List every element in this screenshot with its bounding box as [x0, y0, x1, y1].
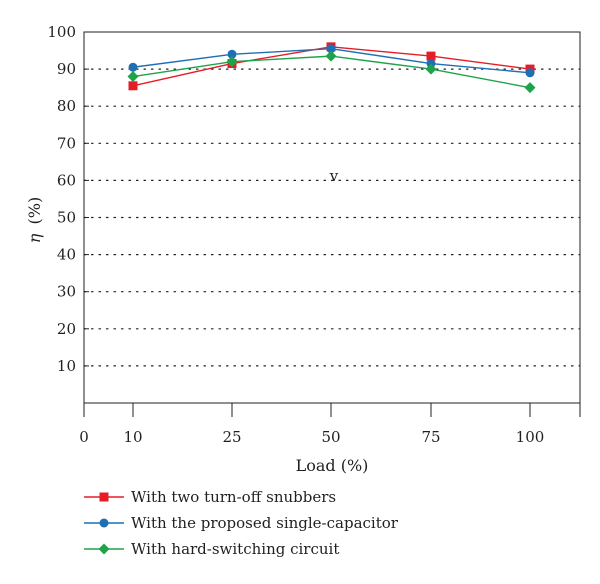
- data-point: [326, 44, 336, 54]
- y-axis-unit: (%): [25, 197, 44, 225]
- data-point: [426, 59, 436, 69]
- y-tick-label: 20: [57, 320, 76, 338]
- y-tick-label: 90: [57, 60, 76, 78]
- legend-item: With the proposed single-capacitor: [84, 514, 399, 532]
- data-point: [227, 49, 237, 59]
- series-2: [128, 44, 535, 78]
- legend-item: With two turn-off snubbers: [84, 488, 336, 506]
- data-point: [525, 68, 535, 78]
- data-point: [127, 71, 139, 83]
- y-tick-label: 40: [57, 246, 76, 264]
- x-tick-label: 25: [222, 428, 241, 446]
- y-axis-label: η (%): [25, 197, 44, 243]
- legend-item: With hard-switching circuit: [84, 540, 339, 558]
- legend: With two turn-off snubbers With the propo…: [84, 488, 399, 558]
- x-tick-label: 75: [421, 428, 440, 446]
- x-tick-label: 50: [321, 428, 340, 446]
- axes: [83, 31, 581, 417]
- data-series: [127, 42, 536, 94]
- y-tick-label: 60: [57, 171, 76, 189]
- y-tick-label: 10: [57, 357, 76, 375]
- x-tick-label: 100: [516, 428, 545, 446]
- legend-marker: [99, 492, 109, 502]
- chart-annotation: v: [329, 167, 339, 185]
- legend-label: With two turn-off snubbers: [131, 488, 336, 506]
- tick-labels: 10 20 30 40 50 60 70 80 90 100 0 10 25 50 75 100: [47, 23, 544, 446]
- legend-label: With the proposed single-capacitor: [131, 514, 399, 532]
- data-point: [325, 50, 337, 62]
- x-origin-label: 0: [79, 428, 89, 446]
- grid-lines: [83, 68, 581, 367]
- data-point: [524, 82, 536, 94]
- axis-labels: η (%) Load (%) v: [25, 167, 368, 475]
- data-point: [128, 62, 138, 72]
- data-point: [128, 81, 138, 91]
- y-tick-label: 100: [47, 23, 76, 41]
- x-axis-label: Load (%): [296, 456, 369, 475]
- y-tick-label: 70: [57, 134, 76, 152]
- y-axis-symbol: η: [25, 233, 44, 243]
- data-point: [226, 56, 238, 68]
- y-tick-label: 80: [57, 97, 76, 115]
- legend-label: With hard-switching circuit: [131, 540, 339, 558]
- y-tick-label: 50: [57, 209, 76, 227]
- legend-marker: [99, 518, 109, 528]
- data-point: [426, 51, 436, 61]
- legend-marker: [98, 543, 110, 555]
- data-point: [425, 63, 437, 75]
- y-tick-label: 30: [57, 283, 76, 301]
- series-3: [127, 50, 536, 94]
- x-tick-label: 10: [123, 428, 142, 446]
